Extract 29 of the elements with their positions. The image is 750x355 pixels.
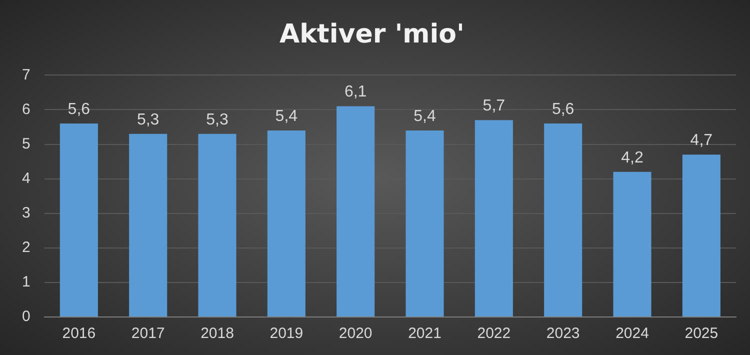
data-label: 5,4 bbox=[414, 108, 436, 125]
y-tick-label: 0 bbox=[22, 308, 30, 326]
data-label: 5,3 bbox=[206, 111, 228, 128]
y-tick-label: 6 bbox=[22, 100, 30, 118]
x-tick-label: 2022 bbox=[477, 325, 511, 342]
y-tick-label: 5 bbox=[22, 135, 30, 152]
data-label: 5,6 bbox=[552, 100, 574, 118]
y-tick-label: 1 bbox=[22, 274, 30, 291]
x-tick-label: 2019 bbox=[270, 325, 304, 342]
data-label: 5,6 bbox=[68, 100, 90, 118]
chart-title: Aktiver 'mio' bbox=[280, 19, 464, 50]
x-tick-label: 2025 bbox=[684, 325, 718, 342]
y-tick-label: 4 bbox=[22, 170, 30, 187]
data-label: 6,1 bbox=[344, 84, 367, 101]
x-tick-label: 2017 bbox=[131, 325, 165, 342]
x-tick-label: 2021 bbox=[408, 325, 442, 342]
x-tick-label: 2020 bbox=[338, 325, 372, 342]
data-label: 5,7 bbox=[482, 98, 506, 115]
x-tick-label: 2016 bbox=[62, 325, 96, 342]
x-tick-label: 2023 bbox=[546, 325, 580, 342]
y-tick-label: 7 bbox=[22, 66, 30, 84]
data-label: 5,4 bbox=[275, 108, 298, 125]
data-label: 4,2 bbox=[621, 149, 644, 166]
x-tick-label: 2018 bbox=[200, 325, 234, 342]
data-label: 4,7 bbox=[690, 132, 713, 150]
data-label: 5,3 bbox=[136, 111, 160, 128]
x-tick-label: 2024 bbox=[616, 325, 649, 342]
y-tick-label: 2 bbox=[22, 239, 30, 256]
y-tick-label: 3 bbox=[22, 204, 30, 222]
